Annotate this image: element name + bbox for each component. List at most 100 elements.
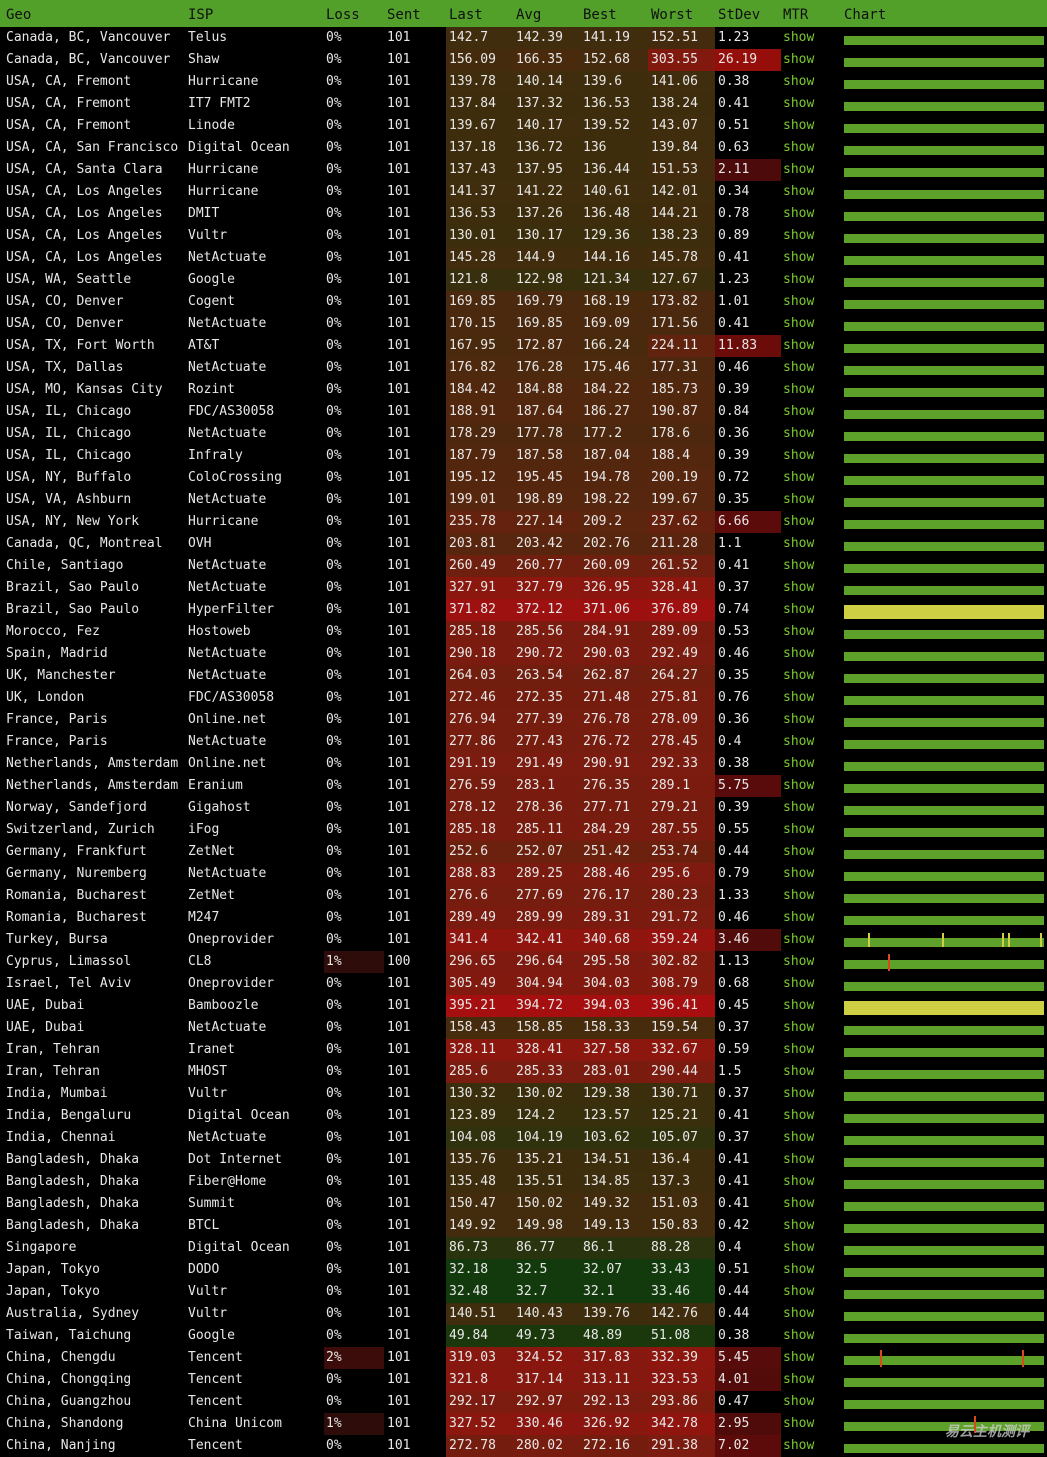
mtr-link[interactable]: show [783,250,815,265]
mtr-link[interactable]: show [783,1020,815,1035]
mtr-link[interactable]: show [783,1174,815,1189]
mtr-link[interactable]: show [783,492,815,507]
mtr-link[interactable]: show [783,1284,815,1299]
best-cell: 32.07 [583,1262,623,1277]
mtr-link[interactable]: show [783,1152,815,1167]
mtr-link[interactable]: show [783,1372,815,1387]
loss-cell: 0% [326,624,342,639]
mtr-link[interactable]: show [783,360,815,375]
stdev-cell: 0.59 [718,1042,750,1057]
mtr-link[interactable]: show [783,888,815,903]
mtr-link[interactable]: show [783,756,815,771]
mtr-link[interactable]: show [783,646,815,661]
mtr-link[interactable]: show [783,866,815,881]
mtr-link[interactable]: show [783,52,815,67]
last-cell: 121.8 [449,272,489,287]
mtr-link[interactable]: show [783,1438,815,1453]
avg-cell-bg [513,1039,580,1061]
mtr-link[interactable]: show [783,580,815,595]
header-avg[interactable]: Avg [516,7,542,23]
latency-chart [844,973,1044,995]
chart-bar [844,1268,1044,1277]
mtr-link[interactable]: show [783,1064,815,1079]
avg-cell-bg [513,775,580,797]
header-geo[interactable]: Geo [6,7,32,23]
worst-cell-bg [648,1017,715,1039]
mtr-link[interactable]: show [783,778,815,793]
mtr-link[interactable]: show [783,514,815,529]
header-stdev[interactable]: StDev [718,7,761,23]
mtr-link[interactable]: show [783,1108,815,1123]
mtr-link[interactable]: show [783,1086,815,1101]
mtr-link[interactable]: show [783,1218,815,1233]
mtr-link[interactable]: show [783,800,815,815]
mtr-link[interactable]: show [783,426,815,441]
mtr-link[interactable]: show [783,712,815,727]
latency-chart [844,621,1044,643]
header-chart[interactable]: Chart [844,7,887,23]
mtr-link[interactable]: show [783,536,815,551]
mtr-link[interactable]: show [783,558,815,573]
mtr-link[interactable]: show [783,1416,815,1431]
mtr-link[interactable]: show [783,470,815,485]
header-loss[interactable]: Loss [326,7,360,23]
header-mtr[interactable]: MTR [783,7,809,23]
mtr-link[interactable]: show [783,272,815,287]
avg-cell: 198.89 [516,492,563,507]
mtr-link[interactable]: show [783,844,815,859]
mtr-link[interactable]: show [783,140,815,155]
last-cell-bg [446,1083,513,1105]
mtr-link[interactable]: show [783,96,815,111]
mtr-link[interactable]: show [783,118,815,133]
mtr-link[interactable]: show [783,206,815,221]
mtr-link[interactable]: show [783,162,815,177]
mtr-link[interactable]: show [783,74,815,89]
mtr-link[interactable]: show [783,1328,815,1343]
header-best[interactable]: Best [583,7,617,23]
mtr-link[interactable]: show [783,822,815,837]
mtr-link[interactable]: show [783,932,815,947]
loss-cell: 0% [326,228,342,243]
mtr-link[interactable]: show [783,448,815,463]
best-cell: 313.11 [583,1372,630,1387]
mtr-link[interactable]: show [783,910,815,925]
mtr-link[interactable]: show [783,382,815,397]
mtr-link[interactable]: show [783,404,815,419]
mtr-link[interactable]: show [783,1042,815,1057]
mtr-link[interactable]: show [783,294,815,309]
table-row: USA, CA, Los Angeles Hurricane 0% 101 141.37… [0,181,1047,203]
mtr-link[interactable]: show [783,668,815,683]
geo-cell: Iran, Tehran [6,1064,100,1079]
mtr-link[interactable]: show [783,184,815,199]
latency-chart [844,203,1044,225]
mtr-link[interactable]: show [783,228,815,243]
mtr-link[interactable]: show [783,976,815,991]
mtr-link[interactable]: show [783,602,815,617]
best-cell-bg [580,71,648,93]
mtr-link[interactable]: show [783,1306,815,1321]
header-isp[interactable]: ISP [188,7,214,23]
mtr-link[interactable]: show [783,690,815,705]
mtr-link[interactable]: show [783,1240,815,1255]
isp-cell: Vultr [188,1284,228,1299]
header-worst[interactable]: Worst [651,7,694,23]
stdev-cell: 0.36 [718,426,750,441]
latency-chart [844,753,1044,775]
mtr-link[interactable]: show [783,1130,815,1145]
avg-cell-bg [513,753,580,775]
mtr-link[interactable]: show [783,316,815,331]
mtr-link[interactable]: show [783,954,815,969]
mtr-link[interactable]: show [783,1394,815,1409]
mtr-link[interactable]: show [783,1350,815,1365]
loss-cell: 0% [326,558,342,573]
mtr-link[interactable]: show [783,338,815,353]
header-sent[interactable]: Sent [387,7,421,23]
mtr-link[interactable]: show [783,1262,815,1277]
mtr-link[interactable]: show [783,30,815,45]
mtr-link[interactable]: show [783,1196,815,1211]
mtr-link[interactable]: show [783,998,815,1013]
mtr-link[interactable]: show [783,734,815,749]
worst-cell-bg [648,511,715,533]
header-last[interactable]: Last [449,7,483,23]
mtr-link[interactable]: show [783,624,815,639]
